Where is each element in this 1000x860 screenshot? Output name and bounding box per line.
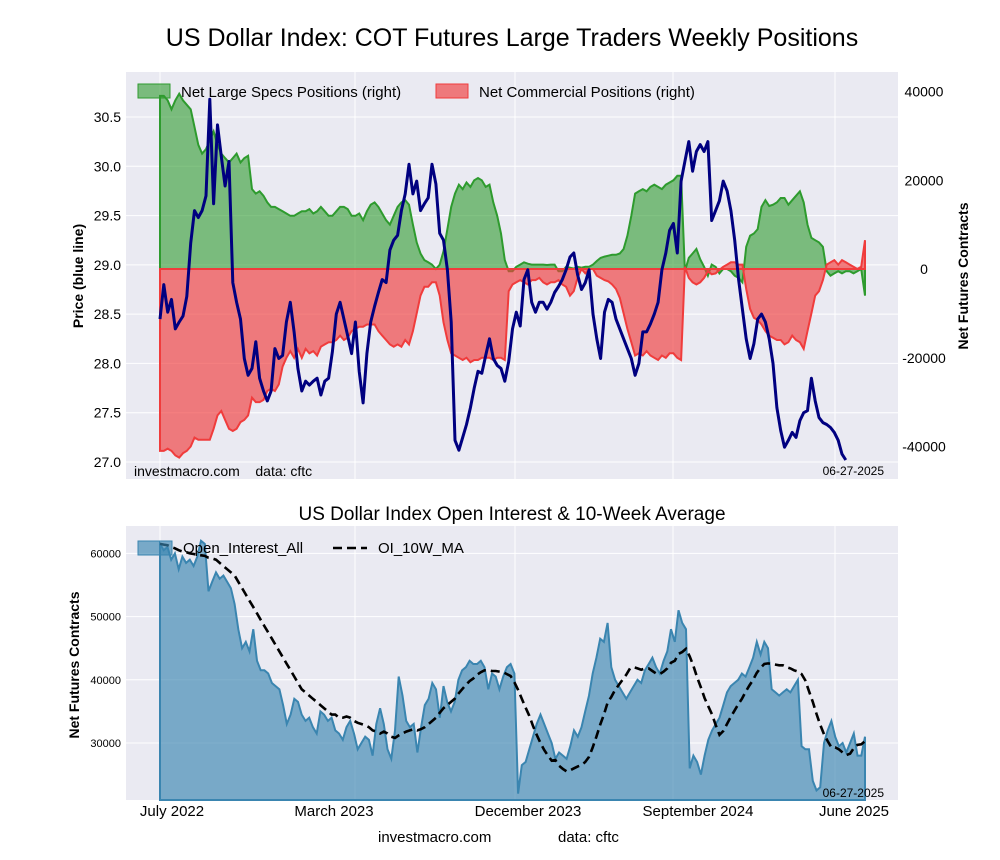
top-panel: 27.0 27.5 28.0 28.5 29.0 29.5 30.0 30.5 40000 20… [70, 72, 971, 479]
legend-specs-label: Net Large Specs Positions (right) [181, 84, 401, 101]
top-watermark-left: investmacro.com data: cftc [134, 463, 312, 479]
commercial-area [159, 240, 866, 459]
top-left-tick-label: 29.0 [94, 257, 121, 273]
top-left-tick-label: 27.0 [94, 454, 121, 470]
legend-commercial-swatch [435, 83, 469, 99]
top-left-tick-label: 29.5 [94, 208, 121, 224]
top-left-tick-label: 30.0 [94, 158, 121, 174]
bottom-y-tick-label: 30000 [90, 738, 121, 750]
bottom-y-ticks: 30000 40000 50000 60000 [90, 548, 121, 750]
x-tick-label: September 2024 [643, 803, 754, 820]
top-left-tick-label: 30.5 [94, 109, 121, 125]
legend-commercial-label: Net Commercial Positions (right) [479, 84, 695, 101]
top-right-ylabel: Net Futures Contracts [955, 202, 971, 349]
legend-oi-label: Open_Interest_All [183, 540, 303, 557]
legend-specs-swatch [137, 83, 171, 99]
footer-source: data: cftc [558, 829, 619, 846]
x-tick-label: June 2025 [819, 803, 889, 820]
top-right-ticks: 40000 20000 0 -20000 -40000 [902, 84, 946, 455]
top-left-tick-label: 28.5 [94, 306, 121, 322]
bottom-date-stamp: 06-27-2025 [823, 786, 885, 800]
top-right-tick-label: -20000 [902, 350, 946, 366]
top-right-tick-label: 40000 [905, 84, 944, 100]
bottom-y-tick-label: 40000 [90, 675, 121, 687]
top-date-stamp: 06-27-2025 [823, 464, 885, 478]
top-left-tick-label: 27.5 [94, 405, 121, 421]
bottom-y-tick-label: 50000 [90, 612, 121, 624]
top-legend: Net Large Specs Positions (right) Net Co… [137, 83, 695, 101]
legend-ma-label: OI_10W_MA [378, 540, 464, 557]
legend-oi-swatch [137, 540, 173, 556]
price-line [158, 97, 848, 461]
bottom-legend: Open_Interest_All OI_10W_MA [137, 540, 464, 557]
chart-title: US Dollar Index: COT Futures Large Trade… [166, 24, 858, 52]
bottom-y-tick-label: 60000 [90, 548, 121, 560]
top-right-tick-label: 20000 [905, 172, 944, 188]
x-tick-label: July 2022 [140, 803, 204, 820]
x-tick-label: December 2023 [475, 803, 582, 820]
oi-10w-ma-line [159, 542, 866, 773]
bottom-ylabel: Net Futures Contracts [66, 591, 82, 738]
top-left-tick-label: 28.0 [94, 355, 121, 371]
top-left-ylabel: Price (blue line) [70, 224, 86, 328]
top-left-ticks: 27.0 27.5 28.0 28.5 29.0 29.5 30.0 30.5 [94, 109, 121, 470]
top-right-tick-label: 0 [920, 261, 928, 277]
oi-chart-title: US Dollar Index Open Interest & 10-Week … [298, 504, 725, 525]
open-interest-area [159, 539, 866, 801]
top-right-tick-label: -40000 [902, 439, 946, 455]
footer-site: investmacro.com [378, 829, 491, 846]
x-tick-label: March 2023 [294, 803, 373, 820]
bottom-panel: 30000 40000 50000 60000 July 2022 March 2023… [66, 526, 898, 820]
x-axis-ticks: July 2022 March 2023 December 2023 Septembe… [140, 803, 889, 820]
